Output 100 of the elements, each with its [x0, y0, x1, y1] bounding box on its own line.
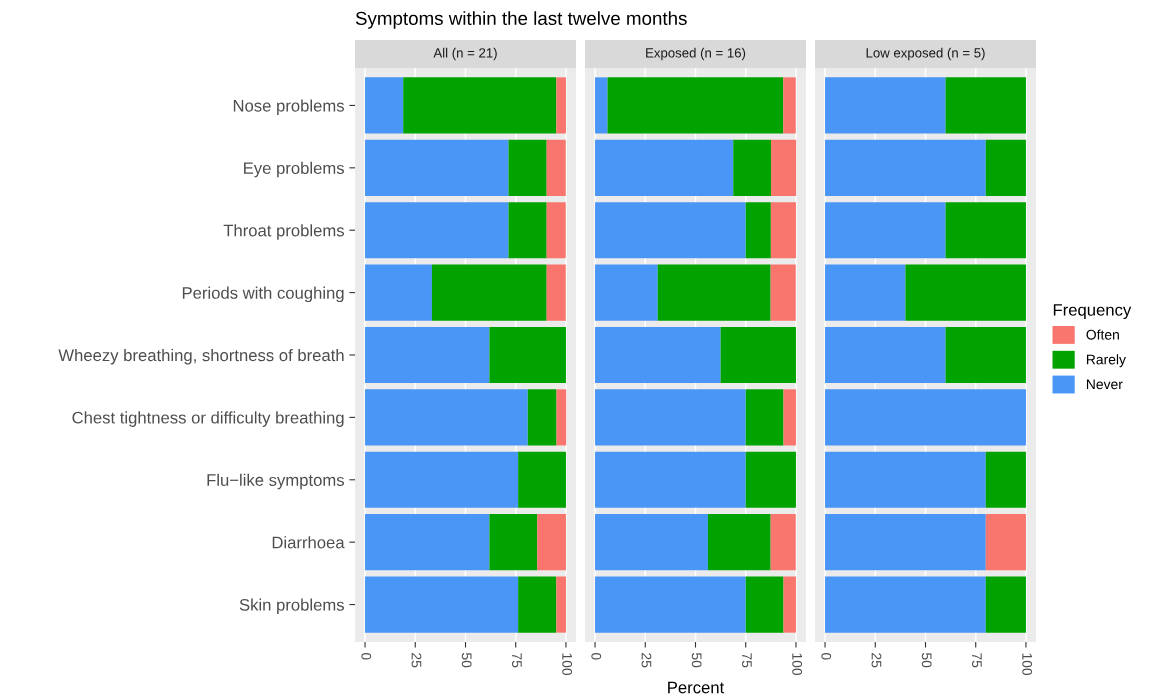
bar [518, 451, 566, 508]
bar [365, 326, 490, 384]
bar [365, 514, 490, 571]
bar [365, 77, 404, 134]
bar [905, 264, 1026, 321]
bar [825, 389, 1026, 446]
bar [783, 77, 796, 134]
bar [403, 77, 557, 134]
x-tick-label: 75 [972, 653, 982, 668]
bar [985, 576, 1026, 633]
bar [783, 576, 796, 633]
bar [518, 576, 557, 633]
bar [365, 264, 432, 321]
bar [527, 389, 557, 446]
y-tick-label: Flu−like symptoms [207, 473, 344, 490]
x-tick-label: 0 [821, 652, 832, 660]
bar [745, 451, 796, 508]
bar [745, 202, 771, 259]
bar [945, 326, 1026, 384]
bar [733, 139, 772, 196]
bar [825, 139, 986, 196]
bar [556, 389, 567, 446]
bar [546, 202, 566, 259]
chart-subtitle: All (n = 21) [433, 47, 497, 61]
bar [595, 451, 746, 508]
bar [770, 514, 796, 571]
x-tick-label: 100 [792, 653, 803, 676]
bar [537, 514, 566, 571]
bar [556, 576, 566, 633]
bar [825, 514, 986, 571]
x-tick-label: 100 [562, 653, 573, 676]
legend-title: Frequency [1053, 304, 1132, 320]
legend-label: Rarely [1086, 354, 1126, 368]
bar [595, 77, 608, 134]
bar [595, 202, 746, 259]
x-axis-title: Percent [668, 681, 725, 694]
bar [508, 202, 547, 259]
bar [546, 264, 566, 321]
bar [985, 514, 1026, 571]
bar [720, 326, 796, 384]
x-tick-label: 25 [871, 653, 882, 668]
y-tick-label: Chest tightness or difficulty breathing [72, 411, 344, 427]
y-tick-label: Skin problems [239, 598, 344, 615]
bar [431, 264, 547, 321]
x-tick-label: 50 [691, 652, 702, 668]
bar [745, 576, 784, 633]
bar [508, 139, 547, 196]
chart-subtitle: Exposed (n = 16) [646, 47, 746, 61]
x-tick-label: 50 [921, 652, 932, 668]
bar [546, 139, 566, 196]
chart-title: Symptoms within the last twelve months [355, 11, 687, 29]
bar [745, 389, 784, 446]
legend-label: Often [1086, 329, 1119, 340]
bar [489, 514, 538, 571]
bar [783, 389, 796, 446]
bar [556, 77, 566, 134]
y-tick-label: Wheezy breathing, shortness of breath [58, 348, 344, 365]
x-tick-label: 100 [1022, 653, 1033, 676]
bar [657, 264, 771, 321]
bar [771, 139, 797, 196]
bar [365, 139, 509, 196]
bar [985, 451, 1026, 508]
bar [825, 326, 946, 384]
bar [365, 451, 519, 508]
y-tick-label: Diarrhoea [272, 536, 345, 549]
x-tick-label: 0 [361, 652, 372, 660]
bar [825, 264, 906, 321]
x-tick-label: 25 [411, 653, 422, 668]
bar [825, 202, 946, 259]
bar [365, 389, 528, 446]
bar [825, 451, 986, 508]
y-tick-label: Eye problems [244, 161, 344, 178]
bar [595, 139, 734, 196]
bar [945, 202, 1026, 259]
bar [607, 77, 784, 134]
bar [365, 576, 519, 633]
legend-label: Never [1086, 379, 1123, 390]
bar [489, 326, 566, 384]
bar [595, 389, 746, 446]
bar [985, 139, 1026, 196]
bar [770, 264, 796, 321]
chart-subtitle: Low exposed (n = 5) [866, 47, 985, 61]
bar [365, 202, 509, 259]
x-tick-label: 75 [512, 653, 522, 668]
y-tick-label: Throat problems [223, 224, 344, 240]
x-tick-label: 25 [641, 653, 652, 668]
bar [707, 514, 771, 571]
x-tick-label: 50 [461, 652, 472, 668]
bar [595, 326, 721, 384]
bar [825, 576, 986, 633]
x-tick-label: 0 [591, 652, 602, 660]
bar [595, 514, 708, 571]
bar [945, 77, 1026, 134]
bar [825, 77, 946, 134]
bar [595, 264, 658, 321]
y-tick-label: Periods with coughing [182, 286, 344, 303]
x-tick-label: 75 [742, 653, 752, 668]
y-tick-label: Nose problems [233, 99, 344, 115]
bar [770, 202, 796, 259]
bar [595, 576, 746, 633]
